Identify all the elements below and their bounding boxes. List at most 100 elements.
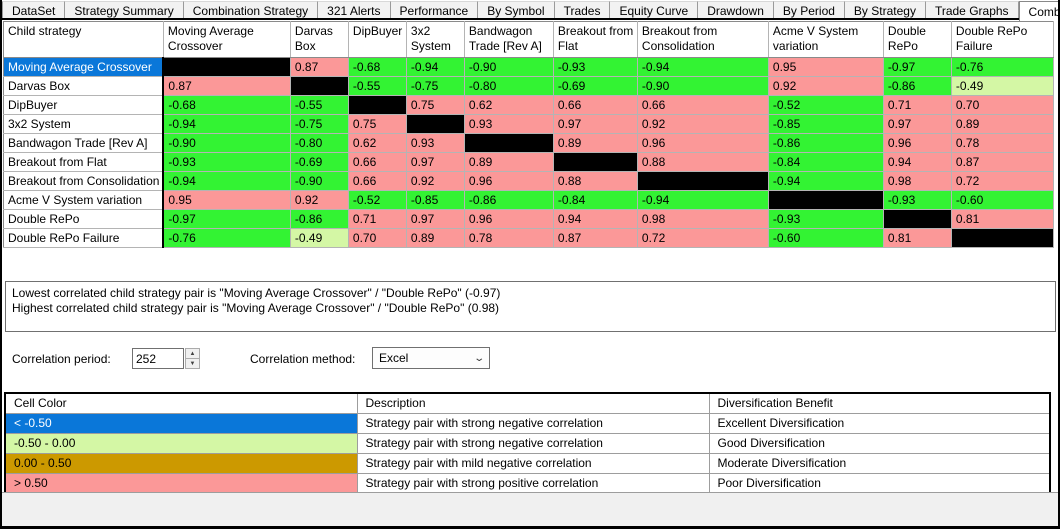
matrix-correlation-cell[interactable]: -0.69 [290,152,349,172]
legend-row[interactable]: -0.50 - 0.00 Strategy pair with strong ne… [5,433,1051,454]
matrix-correlation-cell[interactable]: 0.66 [348,152,407,172]
matrix-correlation-cell[interactable]: -0.93 [553,57,638,77]
matrix-correlation-cell[interactable]: 0.92 [290,190,349,210]
matrix-correlation-cell[interactable]: 0.81 [883,228,952,248]
matrix-correlation-cell[interactable]: 0.78 [464,228,554,248]
matrix-correlation-cell[interactable]: -0.90 [290,171,349,191]
matrix-correlation-cell[interactable]: 0.96 [883,133,952,153]
stepper-down-button[interactable]: ▼ [185,359,200,369]
matrix-diagonal-cell[interactable] [290,76,349,96]
matrix-correlation-cell[interactable]: 0.95 [163,190,291,210]
matrix-correlation-cell[interactable]: 0.75 [406,95,465,115]
legend-row[interactable]: 0.00 - 0.50 Strategy pair with mild negat… [5,453,1051,474]
matrix-correlation-cell[interactable]: -0.93 [768,209,884,229]
matrix-correlation-cell[interactable]: -0.86 [464,190,554,210]
matrix-correlation-cell[interactable]: 0.89 [464,152,554,172]
correlation-method-dropdown[interactable]: Excel ⌄ [372,347,490,369]
legend-row[interactable]: < -0.50 Strategy pair with strong negativ… [5,413,1051,434]
tab-by-period[interactable]: By Period [773,1,845,18]
matrix-correlation-cell[interactable]: 0.62 [348,133,407,153]
matrix-correlation-cell[interactable]: -0.49 [951,76,1054,96]
matrix-correlation-cell[interactable]: 0.87 [163,76,291,96]
matrix-row-header[interactable]: Double RePo [3,209,165,229]
matrix-correlation-cell[interactable]: 0.72 [951,171,1054,191]
matrix-correlation-cell[interactable]: 0.66 [348,171,407,191]
matrix-correlation-cell[interactable]: 0.62 [464,95,554,115]
matrix-diagonal-cell[interactable] [637,171,769,191]
matrix-correlation-cell[interactable]: 0.92 [406,171,465,191]
matrix-correlation-cell[interactable]: -0.86 [883,76,952,96]
correlation-period-stepper[interactable]: ▲ ▼ [132,348,200,369]
matrix-correlation-cell[interactable]: 0.88 [637,152,769,172]
matrix-correlation-cell[interactable]: -0.60 [768,228,884,248]
matrix-correlation-cell[interactable]: 0.72 [637,228,769,248]
matrix-row-header[interactable]: Bandwagon Trade [Rev A] [3,133,165,153]
matrix-correlation-cell[interactable]: -0.85 [768,114,884,134]
matrix-correlation-cell[interactable]: -0.86 [768,133,884,153]
matrix-correlation-cell[interactable]: 0.96 [464,209,554,229]
matrix-correlation-cell[interactable]: -0.68 [348,57,407,77]
matrix-correlation-cell[interactable]: -0.55 [348,76,407,96]
matrix-correlation-cell[interactable]: -0.90 [464,57,554,77]
tab-by-symbol[interactable]: By Symbol [478,1,555,18]
matrix-correlation-cell[interactable]: -0.94 [637,190,769,210]
matrix-correlation-cell[interactable]: 0.89 [951,114,1054,134]
matrix-correlation-cell[interactable]: 0.96 [464,171,554,191]
matrix-correlation-cell[interactable]: 0.70 [951,95,1054,115]
matrix-correlation-cell[interactable]: -0.80 [464,76,554,96]
matrix-correlation-cell[interactable]: 0.98 [883,171,952,191]
tab-dataset[interactable]: DataSet [2,1,66,18]
matrix-correlation-cell[interactable]: -0.75 [290,114,349,134]
matrix-correlation-cell[interactable]: 0.66 [553,95,638,115]
tab-combination-strategy[interactable]: Combination Strategy [183,1,319,18]
matrix-correlation-cell[interactable]: -0.76 [163,228,291,248]
matrix-correlation-cell[interactable]: -0.93 [883,190,952,210]
matrix-correlation-cell[interactable]: -0.94 [163,114,291,134]
matrix-correlation-cell[interactable]: -0.85 [406,190,465,210]
matrix-correlation-cell[interactable]: 0.71 [348,209,407,229]
matrix-correlation-cell[interactable]: 0.95 [768,57,884,77]
matrix-correlation-cell[interactable]: 0.94 [883,152,952,172]
matrix-correlation-cell[interactable]: 0.87 [951,152,1054,172]
matrix-correlation-cell[interactable]: -0.90 [163,133,291,153]
legend-row[interactable]: > 0.50 Strategy pair with strong positive… [5,473,1051,494]
matrix-correlation-cell[interactable]: -0.75 [406,76,465,96]
tab-equity-curve[interactable]: Equity Curve [610,1,699,18]
matrix-correlation-cell[interactable]: -0.84 [768,152,884,172]
matrix-diagonal-cell[interactable] [951,228,1054,248]
legend-color-swatch[interactable]: -0.50 - 0.00 [5,433,358,454]
matrix-diagonal-cell[interactable] [883,209,952,229]
matrix-correlation-cell[interactable]: -0.80 [290,133,349,153]
matrix-correlation-cell[interactable]: -0.52 [768,95,884,115]
legend-color-swatch[interactable]: 0.00 - 0.50 [5,453,358,474]
matrix-correlation-cell[interactable]: 0.81 [951,209,1054,229]
legend-color-swatch[interactable]: > 0.50 [5,473,358,494]
matrix-row-header[interactable]: Moving Average Crossover [3,57,165,77]
matrix-diagonal-cell[interactable] [464,133,554,153]
tab-performance[interactable]: Performance [390,1,479,18]
legend-color-swatch[interactable]: < -0.50 [5,413,358,434]
matrix-correlation-cell[interactable]: -0.76 [951,57,1054,77]
matrix-row-header[interactable]: DipBuyer [3,95,165,115]
matrix-correlation-cell[interactable]: -0.94 [163,171,291,191]
matrix-correlation-cell[interactable]: 0.97 [883,114,952,134]
matrix-correlation-cell[interactable]: -0.97 [883,57,952,77]
matrix-correlation-cell[interactable]: 0.92 [768,76,884,96]
matrix-correlation-cell[interactable]: 0.66 [637,95,769,115]
matrix-diagonal-cell[interactable] [768,190,884,210]
matrix-correlation-cell[interactable]: -0.93 [163,152,291,172]
matrix-correlation-cell[interactable]: 0.97 [406,209,465,229]
tab-trade-graphs[interactable]: Trade Graphs [925,1,1019,18]
matrix-row-header[interactable]: Breakout from Flat [3,152,165,172]
matrix-diagonal-cell[interactable] [553,152,638,172]
matrix-correlation-cell[interactable]: 0.70 [348,228,407,248]
matrix-correlation-cell[interactable]: -0.68 [163,95,291,115]
matrix-row-header[interactable]: Breakout from Consolidation [3,171,165,191]
matrix-correlation-cell[interactable]: -0.49 [290,228,349,248]
matrix-correlation-cell[interactable]: -0.97 [163,209,291,229]
matrix-correlation-cell[interactable]: 0.93 [464,114,554,134]
matrix-correlation-cell[interactable]: 0.78 [951,133,1054,153]
matrix-correlation-cell[interactable]: 0.98 [637,209,769,229]
matrix-correlation-cell[interactable]: 0.89 [406,228,465,248]
tab-strategy-summary[interactable]: Strategy Summary [65,1,184,18]
